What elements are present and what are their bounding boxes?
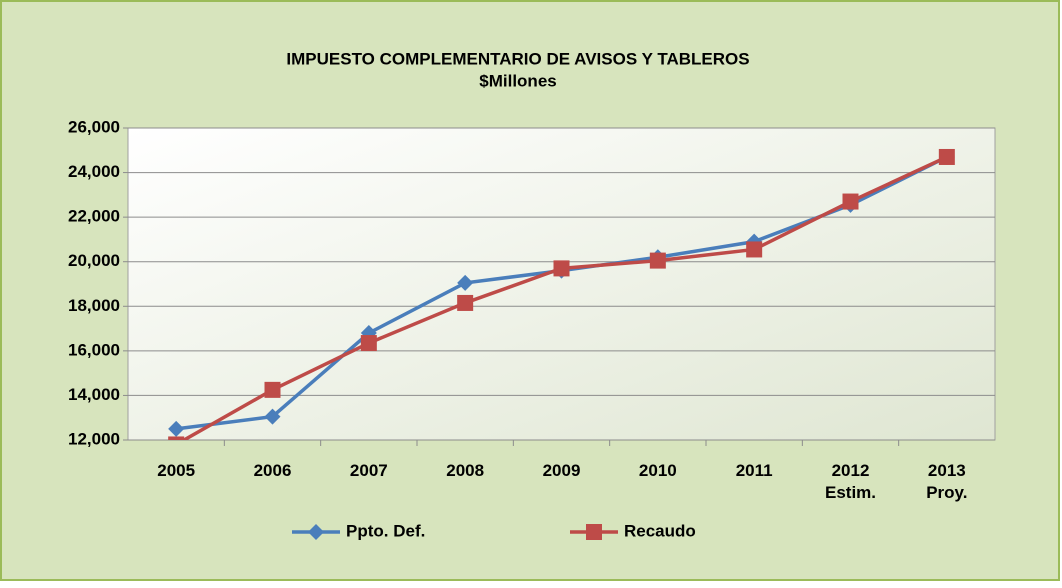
x-tick-label: 2011 — [736, 461, 773, 480]
marker — [649, 252, 666, 269]
y-tick-label: 22,000 — [68, 207, 120, 226]
marker — [746, 241, 763, 258]
labels: 12,000 14,000 16,000 18,000 20,000 22,000 24,0… — [68, 117, 967, 540]
series-layer — [168, 148, 955, 440]
marker — [457, 274, 474, 291]
marker — [168, 420, 185, 437]
x-tick-label: 2007 — [350, 461, 388, 480]
marker — [168, 436, 185, 440]
marker — [457, 294, 474, 311]
x-tick-label: 2012 Estim. — [825, 461, 876, 502]
y-tick-label: 18,000 — [68, 296, 120, 315]
x-tick-label: 2013 Proy. — [926, 461, 967, 502]
y-tick-label: 26,000 — [68, 117, 120, 136]
x-tick-label: 2010 — [639, 461, 677, 480]
x-tick-label: 2005 — [157, 461, 195, 480]
marker — [360, 335, 377, 352]
y-tick-label: 20,000 — [68, 251, 120, 270]
marker — [553, 260, 570, 277]
plot-area — [127, 127, 996, 441]
y-tick-label: 12,000 — [68, 429, 120, 448]
legend-label: Recaudo — [624, 521, 696, 540]
y-tick-label: 14,000 — [68, 385, 120, 404]
x-tick-label: 2006 — [254, 461, 292, 480]
y-tick-label: 16,000 — [68, 340, 120, 359]
marker — [586, 524, 602, 540]
chart-subtitle: $Millones — [479, 71, 556, 90]
x-tick-label: 2009 — [543, 461, 581, 480]
y-tick-label: 24,000 — [68, 162, 120, 181]
marker — [842, 193, 859, 210]
legend-label: Ppto. Def. — [346, 521, 425, 540]
marker — [308, 524, 324, 540]
chart-title: IMPUESTO COMPLEMENTARIO DE AVISOS Y TABL… — [286, 49, 749, 68]
x-tick-label: 2008 — [446, 461, 484, 480]
marker — [938, 148, 955, 165]
marker — [264, 408, 281, 425]
marker — [264, 381, 281, 398]
